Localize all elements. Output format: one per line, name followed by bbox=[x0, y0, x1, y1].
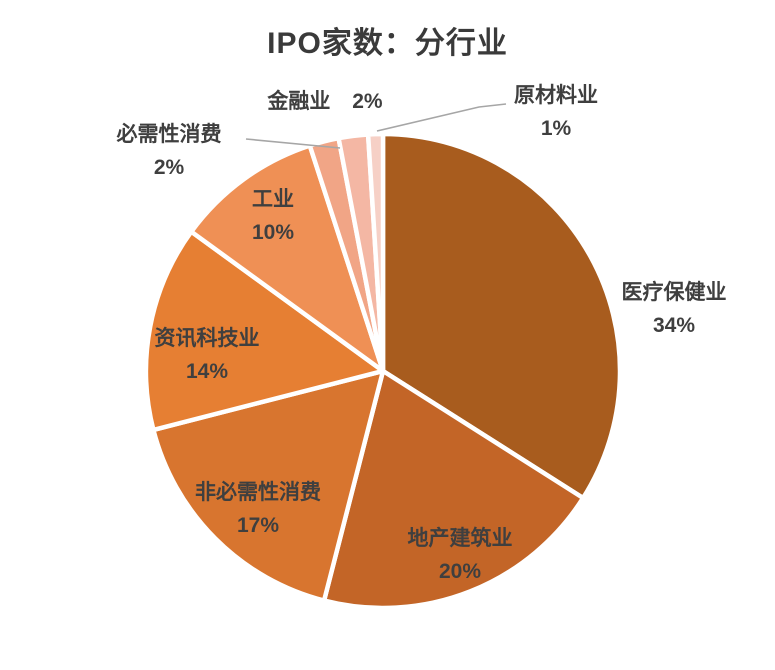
slice-name: 必需性消费 bbox=[116, 123, 222, 146]
slice-name: 金融业 bbox=[267, 90, 331, 113]
leader-line-staples bbox=[245, 138, 341, 149]
slice-label-staples: 必需性消费 2% bbox=[117, 118, 222, 184]
leader-line-materials bbox=[376, 103, 507, 132]
slice-pct: 14% bbox=[185, 360, 229, 383]
slice-label-industrials: 工业 10% bbox=[252, 183, 294, 249]
slice-name: 资讯科技业 bbox=[154, 327, 260, 350]
pie-slice-8 bbox=[365, 131, 386, 374]
slice-pct: 2% bbox=[352, 90, 383, 113]
slice-name: 工业 bbox=[252, 188, 294, 211]
slice-label-healthcare: 医疗保健业 34% bbox=[622, 276, 727, 342]
slice-pct: 17% bbox=[236, 514, 280, 537]
pie-slice-4 bbox=[143, 229, 386, 433]
slice-name: 地产建筑业 bbox=[407, 527, 513, 550]
slice-name: 非必需性消费 bbox=[195, 481, 321, 504]
slice-name: 原材料业 bbox=[514, 84, 598, 107]
slice-pct: 10% bbox=[251, 221, 295, 244]
slice-name: 医疗保健业 bbox=[621, 281, 727, 304]
pie-slice-2 bbox=[321, 368, 586, 611]
slice-pct: 2% bbox=[153, 156, 185, 179]
slice-label-materials: 原材料业 1% bbox=[514, 79, 598, 145]
slice-pct: 34% bbox=[652, 314, 696, 337]
pie-slice-5 bbox=[189, 143, 386, 374]
chart-title: IPO家数：分行业 bbox=[267, 27, 508, 60]
slice-label-discretionary: 非必需性消费 17% bbox=[195, 476, 321, 542]
slice-label-it: 资讯科技业 14% bbox=[155, 322, 260, 388]
pie-slice-3 bbox=[151, 368, 386, 603]
pie-slices bbox=[143, 131, 623, 611]
slice-label-financials: 金融业 2% bbox=[267, 85, 382, 118]
slice-pct: 1% bbox=[540, 117, 572, 140]
slice-label-realestate: 地产建筑业 20% bbox=[408, 522, 513, 588]
slice-pct: 20% bbox=[438, 560, 482, 583]
